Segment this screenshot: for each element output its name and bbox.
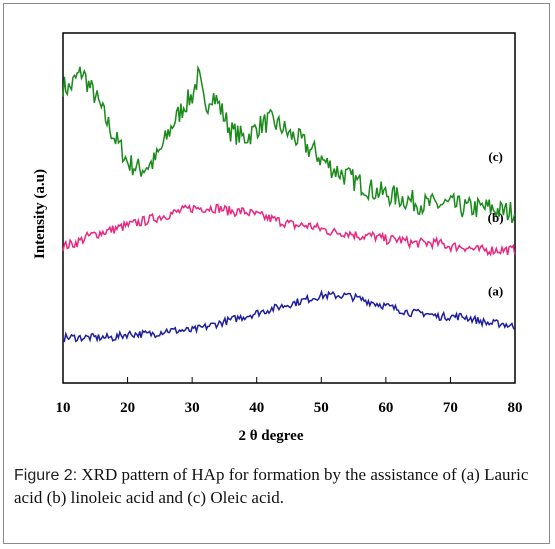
series-label-0: (c) xyxy=(488,149,502,164)
x-tick-label: 60 xyxy=(378,400,393,416)
x-axis-label: 2 θ degree xyxy=(238,428,303,444)
series-layer xyxy=(62,64,516,343)
x-tick-label: 50 xyxy=(314,400,329,416)
xrd-chart: 10 20 30 40 50 60 70 80 (c) (b) (a) 2 θ degree In… xyxy=(32,32,523,444)
x-tick-label: 20 xyxy=(120,400,135,416)
series-line-1 xyxy=(62,203,516,257)
figure-caption: Figure 2: XRD pattern of HAp for formati… xyxy=(14,464,542,509)
x-tick-label: 80 xyxy=(508,400,523,416)
series-line-2 xyxy=(62,289,516,343)
series-label-1: (b) xyxy=(488,210,504,225)
caption-text: XRD pattern of HAp for formation by the … xyxy=(14,465,529,507)
plot-area xyxy=(62,32,516,384)
series-label-2: (a) xyxy=(488,284,503,299)
x-tick-layer: 10 20 30 40 50 60 70 80 xyxy=(56,377,523,416)
x-tick-label: 40 xyxy=(249,400,264,416)
series-label-layer: (c) (b) (a) xyxy=(488,149,504,299)
y-axis-label: Intensity (a.u) xyxy=(32,169,48,259)
x-tick-label: 10 xyxy=(56,400,71,416)
x-tick-label: 30 xyxy=(185,400,200,416)
series-line-0 xyxy=(62,64,516,224)
caption-figure-label: Figure 2: xyxy=(14,467,78,484)
x-tick-label: 70 xyxy=(443,400,458,416)
